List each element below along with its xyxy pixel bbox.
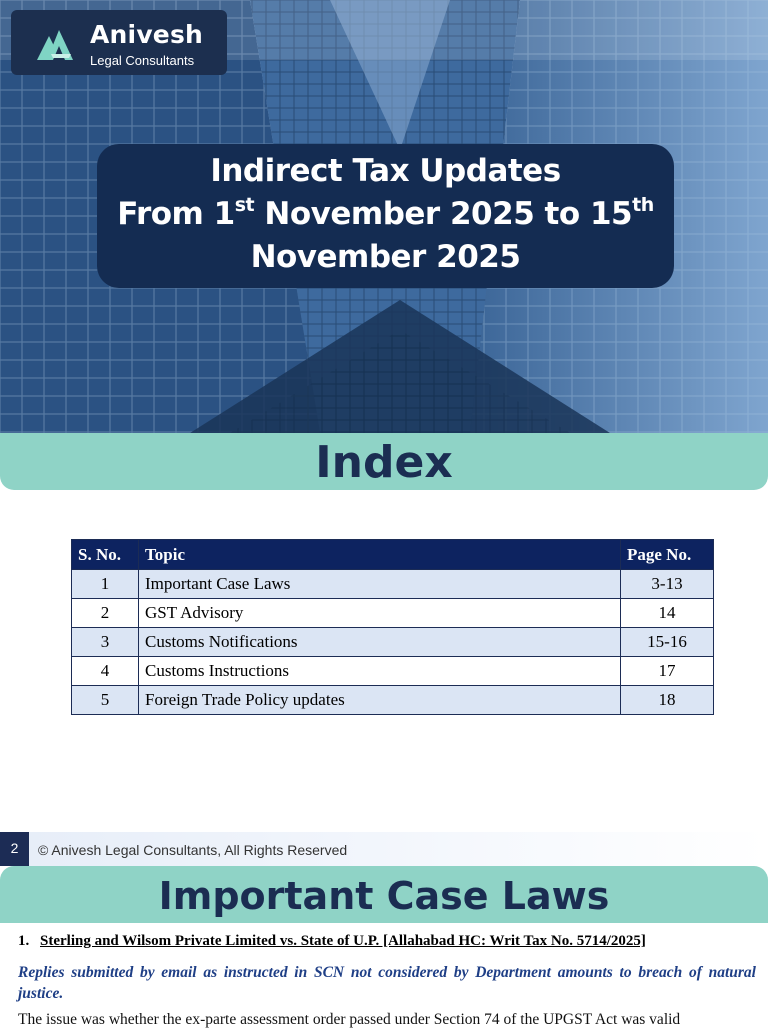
cell-page: 15-16 (620, 627, 714, 657)
cell-page: 17 (620, 656, 714, 686)
header-topic: Topic (138, 539, 621, 570)
table-row[interactable]: 3 Customs Notifications 15-16 (71, 627, 714, 657)
table-row[interactable]: 1 Important Case Laws 3-13 (71, 569, 714, 599)
table-row[interactable]: 2 GST Advisory 14 (71, 598, 714, 628)
title-line-3: November 2025 (250, 239, 521, 275)
title-line-2: From 1st November 2025 to 15th (97, 193, 674, 236)
report-title: Indirect Tax Updates From 1st November 2… (97, 144, 674, 288)
table-header-row: S. No. Topic Page No. (71, 539, 714, 570)
cell-topic: Foreign Trade Policy updates (138, 685, 621, 715)
header-sno: S. No. (71, 539, 139, 570)
case-number: 1. (18, 933, 30, 949)
case-body-text: The issue was whether the ex-parte asses… (18, 1011, 681, 1028)
case-title: 1. Sterling and Wilsom Private Limited vs… (18, 933, 758, 950)
table-row[interactable]: 4 Customs Instructions 17 (71, 656, 714, 686)
index-heading: Index (0, 433, 768, 490)
index-table: S. No. Topic Page No. 1 Important Case L… (71, 539, 714, 715)
table-row[interactable]: 5 Foreign Trade Policy updates 18 (71, 685, 714, 715)
case-summary: Replies submitted by email as instructed… (18, 964, 756, 1002)
page-number: 2 (0, 832, 29, 866)
title-line-1: Indirect Tax Updates (210, 153, 561, 189)
cell-page: 18 (620, 685, 714, 715)
cell-sno: 4 (71, 656, 139, 686)
cell-topic: Customs Instructions (138, 656, 621, 686)
cell-sno: 1 (71, 569, 139, 599)
anivesh-logo-mark-icon (37, 30, 73, 60)
cell-sno: 5 (71, 685, 139, 715)
cell-topic: Important Case Laws (138, 569, 621, 599)
title-sup-st: st (234, 194, 255, 216)
skyscraper-background-image (0, 0, 768, 433)
company-logo: Anivesh Legal Consultants (11, 10, 227, 75)
title-line-2-mid: November 2025 to 15 (254, 196, 633, 232)
header-page: Page No. (620, 539, 714, 570)
logo-subtitle: Legal Consultants (90, 53, 195, 68)
cell-page: 14 (620, 598, 714, 628)
case-laws-heading: Important Case Laws (0, 866, 768, 923)
cell-page: 3-13 (620, 569, 714, 599)
copyright-notice: © Anivesh Legal Consultants, All Rights … (38, 842, 348, 858)
page-footer: 2 © Anivesh Legal Consultants, All Right… (0, 832, 768, 866)
cell-topic: GST Advisory (138, 598, 621, 628)
cell-topic: Customs Notifications (138, 627, 621, 657)
cell-sno: 3 (71, 627, 139, 657)
cell-sno: 2 (71, 598, 139, 628)
title-sup-th: th (632, 194, 654, 216)
case-citation: Sterling and Wilsom Private Limited vs. … (40, 933, 646, 949)
logo-brand-name: Anivesh (90, 20, 204, 49)
hero-banner: Anivesh Legal Consultants Indirect Tax U… (0, 0, 768, 433)
title-line-2-start: From 1 (117, 196, 235, 232)
